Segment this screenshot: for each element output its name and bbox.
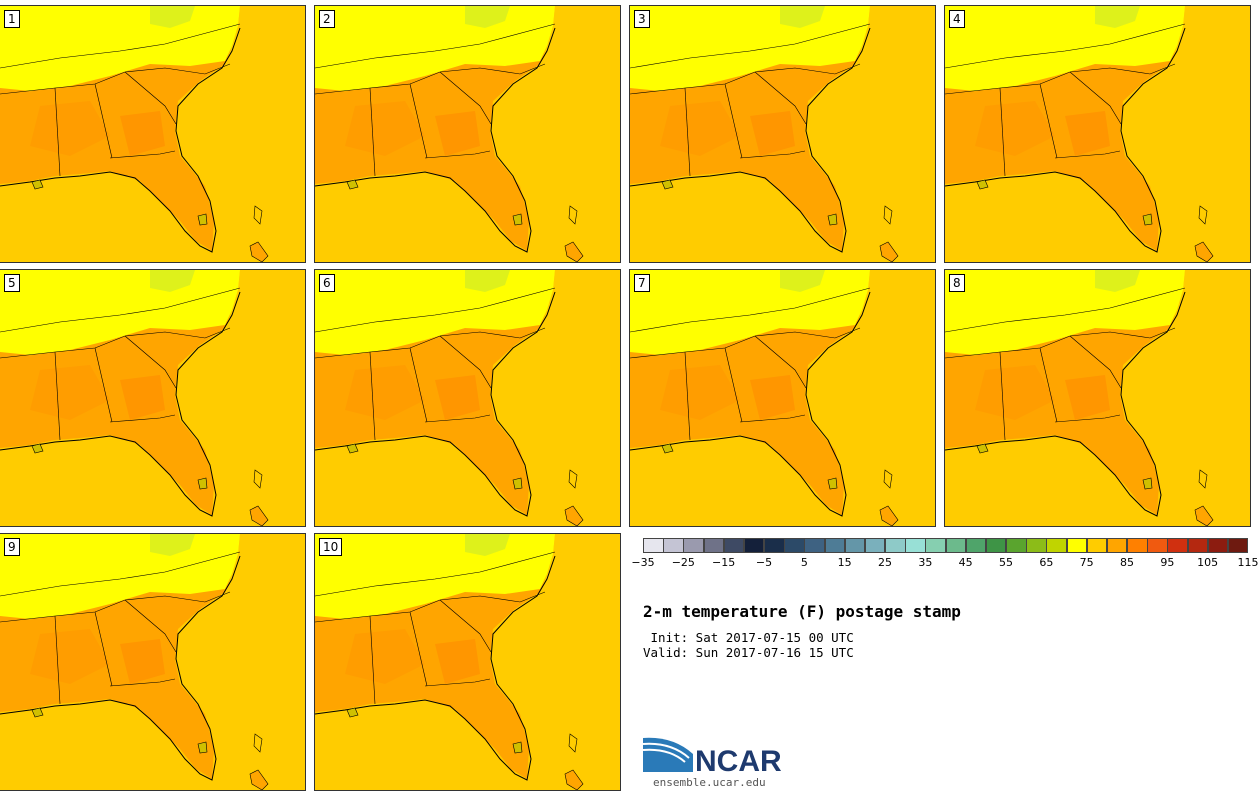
colorbar-cell bbox=[784, 538, 805, 553]
colorbar-tick-label: 75 bbox=[1079, 556, 1094, 569]
member-number-label: 8 bbox=[949, 274, 965, 292]
member-number-label: 4 bbox=[949, 10, 965, 28]
colorbar-cell bbox=[905, 538, 926, 553]
ensemble-member-panel: 10 bbox=[314, 533, 621, 791]
ncar-logo: NCAR bbox=[643, 737, 782, 778]
colorbar-cell bbox=[703, 538, 725, 553]
ensemble-member-panel: 2 bbox=[314, 5, 621, 263]
colorbar-cell bbox=[743, 538, 765, 553]
colorbar-tick-labels: −35 −25 −15 −5 5 15 25 35 45 55 65 75 85 95 105 115 bbox=[631, 556, 1258, 570]
colorbar-cell bbox=[864, 538, 886, 553]
colorbar-tick-label: 105 bbox=[1197, 556, 1219, 569]
ensemble-member-panel: 6 bbox=[314, 269, 621, 527]
colorbar-cell bbox=[683, 538, 704, 553]
ensemble-member-panel: 5 bbox=[0, 269, 306, 527]
ensemble-member-panel: 4 bbox=[944, 5, 1251, 263]
colorbar-cell bbox=[804, 538, 825, 553]
colorbar-cell bbox=[1167, 538, 1188, 553]
logo-text: NCAR bbox=[695, 745, 782, 778]
colorbar-cell bbox=[965, 538, 987, 553]
colorbar-cell bbox=[1227, 538, 1249, 553]
ensemble-member-panel: 7 bbox=[629, 269, 936, 527]
member-number-label: 1 bbox=[4, 10, 20, 28]
colorbar-tick-label: 15 bbox=[837, 556, 852, 569]
colorbar-cell bbox=[1187, 538, 1209, 553]
ensemble-member-panel: 3 bbox=[629, 5, 936, 263]
colorbar-tick-label: 45 bbox=[958, 556, 973, 569]
colorbar-cell bbox=[844, 538, 866, 553]
member-number-label: 10 bbox=[319, 538, 343, 556]
colorbar-cell bbox=[925, 538, 946, 553]
ensemble-member-panel: 9 bbox=[0, 533, 306, 791]
member-number-label: 5 bbox=[4, 274, 20, 292]
colorbar-cell bbox=[723, 538, 745, 553]
colorbar-cell bbox=[1086, 538, 1108, 553]
colorbar-tick-label: 85 bbox=[1120, 556, 1134, 569]
member-number-label: 7 bbox=[634, 274, 650, 292]
colorbar-cell bbox=[1106, 538, 1128, 553]
member-number-label: 9 bbox=[4, 538, 20, 556]
colorbar-cell bbox=[663, 538, 684, 553]
colorbar-tick-label: 95 bbox=[1160, 556, 1175, 569]
colorbar-tick-label: 35 bbox=[918, 556, 933, 569]
colorbar-tick-label: −25 bbox=[671, 556, 695, 569]
member-number-label: 2 bbox=[319, 10, 335, 28]
temperature-colorbar bbox=[643, 538, 1249, 554]
colorbar-tick-label: 55 bbox=[999, 556, 1013, 569]
colorbar-cell bbox=[1066, 538, 1088, 553]
colorbar-tick-label: 115 bbox=[1237, 556, 1259, 569]
member-number-label: 6 bbox=[319, 274, 335, 292]
colorbar-tick-label: −5 bbox=[755, 556, 773, 569]
logo-url: ensemble.ucar.edu bbox=[653, 776, 766, 789]
valid-time: Valid: Sun 2017-07-16 15 UTC bbox=[643, 645, 854, 660]
colorbar-tick-label: −35 bbox=[631, 556, 655, 569]
colorbar-tick-label: 25 bbox=[878, 556, 892, 569]
colorbar-cell bbox=[643, 538, 664, 553]
colorbar-tick-label: 65 bbox=[1039, 556, 1054, 569]
colorbar-cell bbox=[1046, 538, 1067, 553]
colorbar-tick-label: −15 bbox=[712, 556, 736, 569]
colorbar-cell bbox=[1006, 538, 1027, 553]
colorbar-cell bbox=[824, 538, 846, 553]
colorbar-cell bbox=[945, 538, 967, 553]
colorbar-cell bbox=[1147, 538, 1168, 553]
colorbar-cell bbox=[1026, 538, 1047, 553]
chart-title: 2-m temperature (F) postage stamp bbox=[643, 602, 961, 621]
colorbar-tick-label: 5 bbox=[800, 556, 808, 569]
colorbar-cell bbox=[1207, 538, 1229, 553]
colorbar-cell bbox=[985, 538, 1007, 553]
ensemble-member-panel: 1 bbox=[0, 5, 306, 263]
colorbar-cell bbox=[885, 538, 906, 553]
member-number-label: 3 bbox=[634, 10, 650, 28]
colorbar-cell bbox=[764, 538, 785, 553]
ensemble-member-panel: 8 bbox=[944, 269, 1251, 527]
init-time: Init: Sat 2017-07-15 00 UTC bbox=[643, 630, 854, 645]
colorbar-cell bbox=[1127, 538, 1148, 553]
